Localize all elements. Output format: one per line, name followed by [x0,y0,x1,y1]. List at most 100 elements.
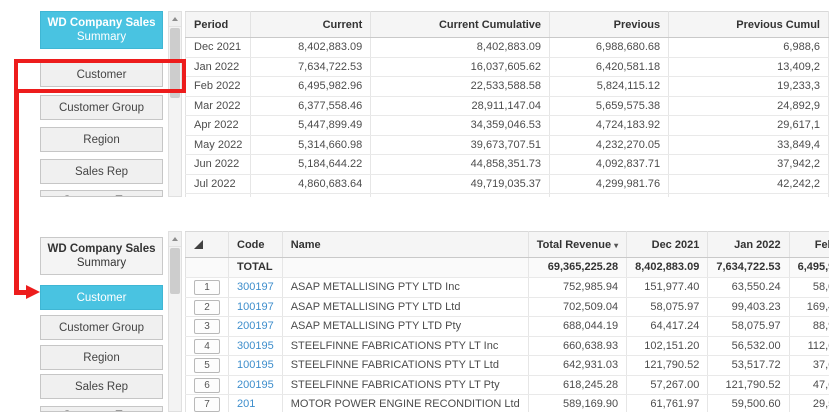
cell: 47,142,5 [668,193,829,197]
cell: 88,924.47 [789,316,829,337]
customer-code-link[interactable]: 201 [237,398,256,410]
highlight-rectangle [14,59,186,93]
column-header[interactable]: Code [228,231,283,258]
sidebar-item-label: Customer Group [58,101,144,114]
customer-code-link[interactable]: 100195 [237,359,274,371]
column-header[interactable]: Name [282,231,529,258]
cell: 121,790.52 [707,375,790,395]
sidebar-item-customer-type-top[interactable]: Customer Type [40,190,163,197]
customer-code-link[interactable]: 300197 [237,281,274,293]
cell: 5,824,115.12 [549,76,670,97]
row-number-button[interactable]: 6 [194,377,220,393]
cell: 4,299,981.76 [549,174,670,194]
sidebar-item-label: Sales Rep [74,165,129,178]
cell: 37,942,2 [668,154,829,175]
row-number-button[interactable]: 1 [194,280,220,295]
table-row: 7 201 MOTOR POWER ENGINE RECONDITION Ltd 58… [185,394,829,412]
cell: 29,554.19 [789,394,829,412]
column-header[interactable]: Dec 2021 [626,231,709,258]
row-number-button[interactable]: 5 [194,358,220,373]
sort-descending-icon: ▾ [614,240,619,250]
table-row: Jul 2022 4,860,683.64 49,719,035.37 4,299,9… [185,174,829,194]
table-row: Jan 2022 7,634,722.53 16,037,605.62 6,420,5… [185,57,829,77]
cell: 63,550.24 [707,277,790,298]
customer-code-link[interactable]: 200197 [237,320,274,332]
cell: 7,634,722.53 [250,57,372,77]
cell: 53,517.72 [707,355,790,376]
total-value: 6,495,982.96 [789,257,829,278]
report-title-bottom: WD Company Sales Summary [40,237,163,275]
cell: 28,911,147.04 [370,96,551,116]
sidebar-item-sales-rep-top[interactable]: Sales Rep [40,159,163,184]
cell: 61,761.97 [626,394,709,412]
cell: 57,267.00 [626,375,709,395]
report-title-line1: WD Company Sales [47,243,156,255]
scroll-up-icon[interactable] [169,12,181,27]
sidebar-item-customer-bottom[interactable]: Customer [40,285,163,310]
cell: 49,719,035.37 [370,174,551,194]
cell: 34,359,046.53 [370,115,551,136]
scrollbar-thumb[interactable] [170,28,180,98]
column-header[interactable]: Current [250,11,372,38]
sidebar-item-region-bottom[interactable]: Region [40,345,163,370]
cell: 4,884,444.68 [549,193,670,197]
customer-code-link[interactable]: 300195 [237,339,274,352]
arrow-head-icon [26,285,40,299]
column-header[interactable]: Jan 2022 [707,231,790,258]
scroll-up-icon[interactable] [169,232,181,247]
table-row: 1 300197 ASAP METALLISING PTY LTD Inc 752,9… [185,277,829,298]
column-header[interactable] [185,231,229,258]
row-number-button[interactable]: 2 [194,299,220,315]
cell: 59,500.60 [707,394,790,412]
cell: 200195 [228,375,283,395]
table-row: 2 100197 ASAP METALLISING PTY LTD Ltd 702,5… [185,297,829,317]
row-number-button[interactable]: 4 [194,338,220,354]
cell: 5,314,660.98 [250,135,372,155]
table-row: 3 200197 ASAP METALLISING PTY LTD Pty 688,0… [185,316,829,337]
sidebar-item-customer-top[interactable]: Customer [40,62,163,87]
customer-code-link[interactable]: 100197 [237,300,274,313]
top-grid-scrollbar[interactable] [168,11,182,197]
cell: 102,151.20 [626,336,709,356]
sidebar-item-customer-group-bottom[interactable]: Customer Group [40,315,163,340]
column-header[interactable]: Current Cumulative [370,11,551,38]
total-value: 8,402,883.09 [626,257,709,278]
row-number-button[interactable]: 3 [194,319,220,334]
report-title-line2: Summary [76,257,127,269]
table-row: 5 100195 STEELFINNE FABRICATIONS PTY LT Lt… [185,355,829,376]
column-header[interactable]: Previous Cumul [668,11,829,38]
cell: 1 [185,277,229,298]
cell: 169,424.09 [789,297,829,317]
sidebar-item-label: Customer Type [63,410,141,411]
scrollbar-thumb[interactable] [170,248,180,294]
cell: Mar 2022 [185,96,252,116]
cell: 6,988,6 [668,37,829,58]
sidebar-item-region-top[interactable]: Region [40,127,163,152]
cell: 54,717,121.56 [370,193,551,197]
cell: 44,858,351.73 [370,154,551,175]
row-number-button[interactable]: 7 [194,397,220,412]
column-header[interactable]: Feb 2022 [789,231,829,258]
cell: 58,075.97 [626,297,709,317]
grid-corner-icon[interactable] [194,240,203,249]
cell: 4,998,086.19 [250,193,372,197]
column-header[interactable]: Period [185,11,252,38]
column-header[interactable]: Previous [549,11,670,38]
sidebar-item-customer-type-bottom[interactable]: Customer Type [40,406,163,412]
cell: 99,403.23 [707,297,790,317]
sidebar-item-customer-group-top[interactable]: Customer Group [40,95,163,120]
cell: 8,402,883.09 [250,37,372,58]
cell: 5,447,899.49 [250,115,372,136]
customer-code-link[interactable]: 200195 [237,378,274,391]
cell: 2 [185,297,229,317]
bottom-grid-scrollbar[interactable] [168,231,182,412]
sidebar-item-label: Customer [76,68,127,81]
table-row: Feb 2022 6,495,982.96 22,533,588.58 5,824,1… [185,76,829,97]
sidebar-item-sales-rep-bottom[interactable]: Sales Rep [40,374,163,399]
column-header[interactable]: Total Revenue ▾ [528,231,628,258]
report-title-line1: WD Company Sales [47,17,156,29]
cell: 58,075.97 [789,277,829,298]
table-row: Mar 2022 6,377,558.46 28,911,147.04 5,659,5… [185,96,829,116]
cell: 58,075.97 [707,316,790,337]
